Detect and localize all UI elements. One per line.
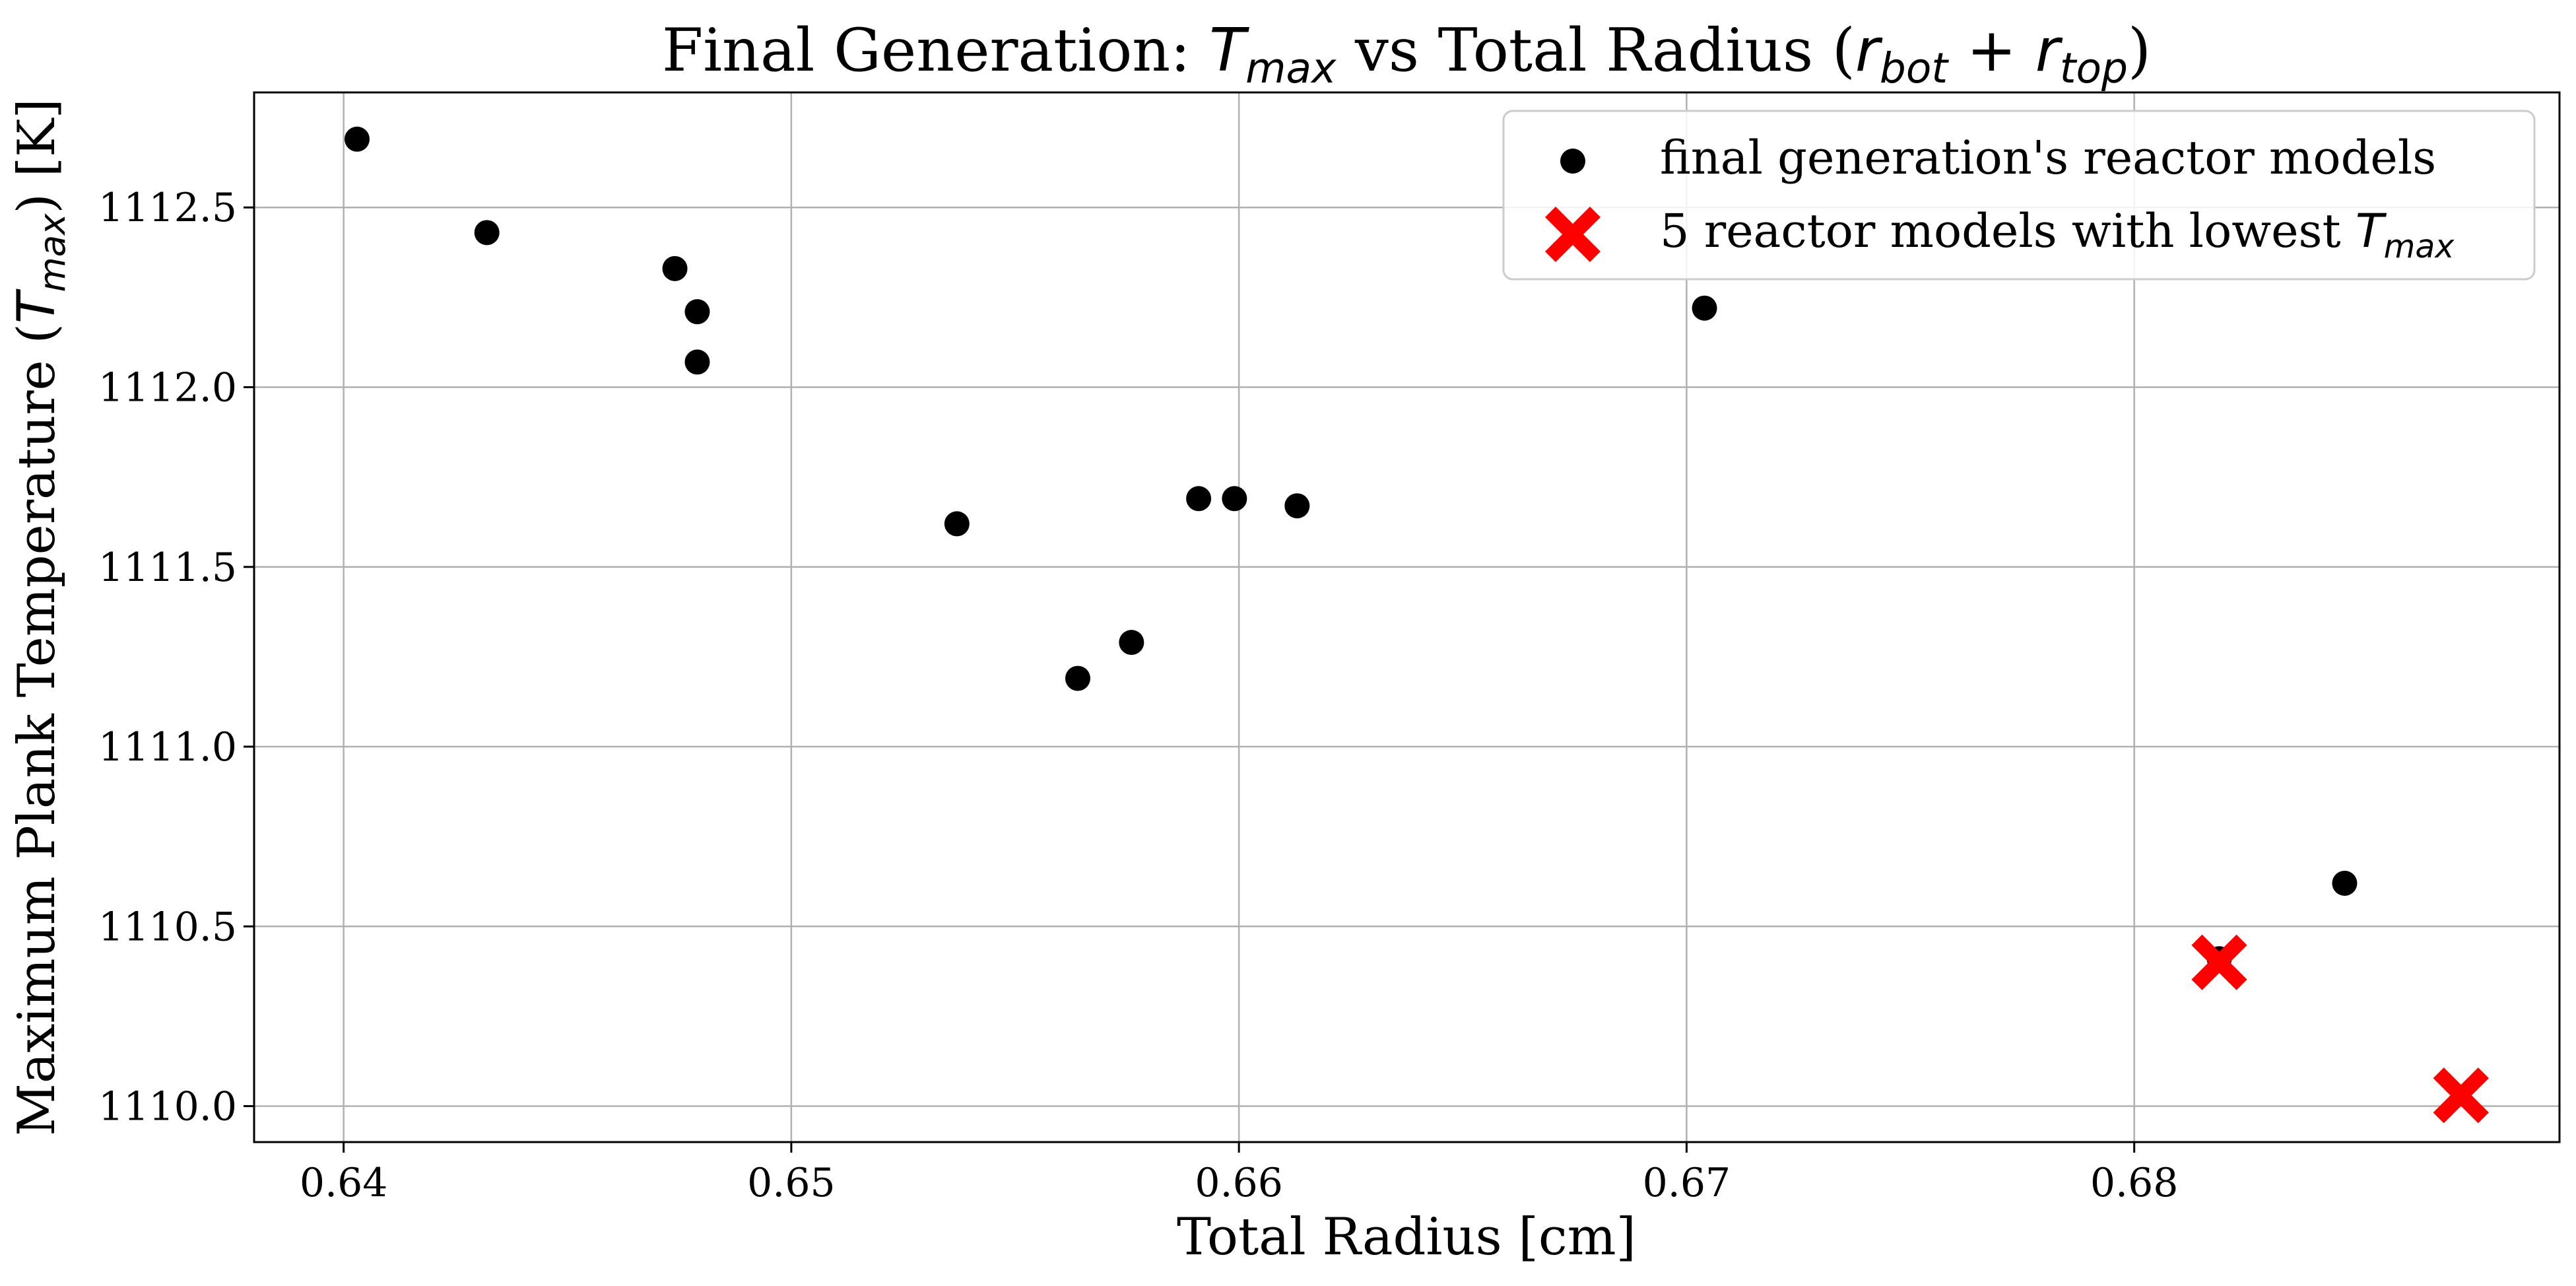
chart-title: Final Generation: Tmax vs Total Radius (…: [662, 16, 2151, 92]
y-axis-label: Maximum Plank Temperature (Tmax) [K]: [7, 98, 73, 1136]
data-point: [944, 511, 970, 537]
legend-box: [1502, 110, 2536, 281]
axis-ticks: 0.64 0.65 0.66 0.67 0.68 1110.0 1110.5 1111.0 11…: [98, 185, 2178, 1206]
x-tick-label: 0.68: [2090, 1160, 2179, 1206]
data-point: [344, 126, 370, 152]
x-tick-label: 0.66: [1195, 1160, 1283, 1206]
lowest-tmax-marker: [2433, 1067, 2489, 1124]
data-point: [662, 255, 688, 281]
x-tick-label: 0.67: [1643, 1160, 1731, 1206]
chart-title-middle: vs Total Radius (: [1336, 16, 1855, 85]
y-tick-label: 1110.5: [98, 904, 237, 950]
y-tick-label: 1111.0: [98, 724, 237, 770]
data-point: [684, 299, 710, 325]
data-point: [1284, 493, 1310, 519]
chart-title-prefix: Final Generation:: [662, 16, 1209, 85]
legend-label-lowest: 5 reactor models with lowest Tmax: [1660, 204, 2455, 265]
data-point: [1186, 486, 1212, 512]
data-point: [684, 349, 710, 375]
legend: final generation's reactor models 5 reac…: [1502, 110, 2536, 281]
data-point: [1222, 486, 1247, 512]
y-tick-label: 1112.0: [98, 365, 237, 411]
data-marks: [344, 126, 2489, 1124]
x-tick-label: 0.65: [747, 1160, 836, 1206]
data-point: [2332, 870, 2358, 896]
data-point: [474, 220, 500, 246]
legend-marker-x: [1545, 207, 1601, 262]
y-tick-label: 1112.5: [98, 185, 237, 231]
legend-marker-circle: [1560, 149, 1585, 174]
data-point: [1119, 630, 1144, 656]
data-point: [1065, 665, 1090, 691]
y-tick-label: 1110.0: [98, 1084, 237, 1130]
lowest-tmax-marker: [2191, 934, 2247, 990]
plot-frame: [253, 91, 2561, 1143]
y-tick-label: 1111.5: [98, 545, 237, 591]
legend-x-shape: [1545, 207, 1601, 262]
data-point: [1692, 295, 1717, 321]
legend-label-final-generation: final generation's reactor models: [1660, 131, 2436, 185]
x-tick-label: 0.64: [300, 1160, 388, 1206]
x-axis-label: Total Radius [cm]: [1177, 1207, 1636, 1267]
